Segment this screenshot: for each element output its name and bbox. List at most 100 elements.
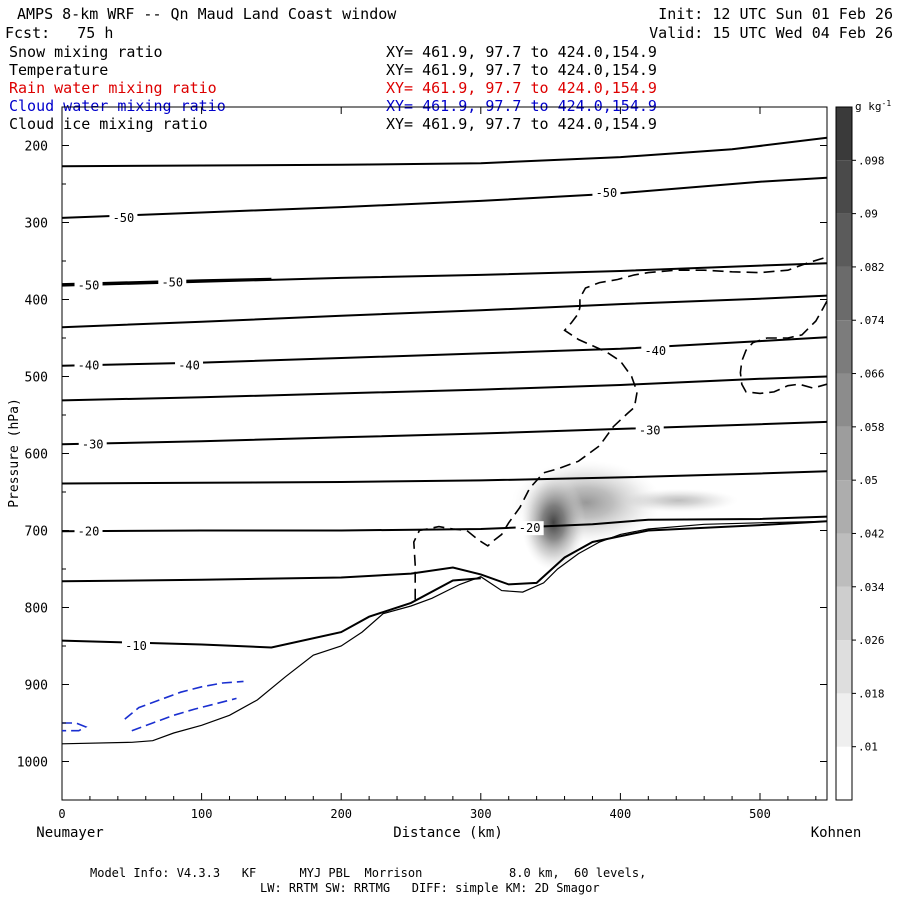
init-time: Init: 12 UTC Sun 01 Feb 26	[658, 5, 893, 23]
colorbar-segment	[836, 746, 852, 800]
colorbar-tick-label: .09	[858, 208, 878, 221]
terrain-line	[62, 520, 827, 745]
field-name: Temperature	[9, 61, 108, 79]
colorbar-segment	[836, 160, 852, 214]
field-coords: XY= 461.9, 97.7 to 424.0,154.9	[386, 43, 657, 61]
colorbar-tick-label: .01	[858, 741, 878, 754]
x-right-end-label: Kohnen	[811, 825, 862, 841]
cloud-ice-contours	[412, 256, 827, 600]
y-tick-label: 400	[25, 294, 48, 309]
x-axis-label: Distance (km)	[393, 825, 503, 841]
contour-label-bg	[121, 639, 150, 653]
x-tick-label: 200	[330, 807, 352, 821]
y-tick-label: 800	[25, 602, 48, 617]
cloud-water-contours	[62, 680, 244, 732]
colorbar-segment	[836, 107, 852, 161]
temperature-contour	[62, 294, 827, 329]
temperature-contour	[62, 577, 481, 649]
colorbar-tick-label: .018	[858, 687, 885, 700]
colorbar-segment	[836, 373, 852, 427]
contour-label: -40	[178, 359, 200, 373]
contour-label-bg	[158, 275, 187, 290]
y-tick-label: 900	[25, 679, 48, 694]
colorbar: .01 .018 .026 .034 .042 .05 .058 .066 .074 .082 .0…	[835, 106, 885, 801]
temperature-contour	[62, 176, 827, 219]
contour-label: -20	[519, 521, 541, 535]
x-tick-label: 0	[58, 807, 65, 821]
field-name: Snow mixing ratio	[9, 43, 163, 61]
colorbar-tick-label: .026	[858, 634, 885, 647]
forecast-hour: Fcst: 75 h	[5, 24, 113, 42]
terrain-surface	[62, 520, 827, 745]
chart-title: AMPS 8-km WRF -- Qn Maud Land Coast wind…	[17, 5, 397, 23]
contour-label: -50	[78, 279, 100, 293]
contour-label-bg	[74, 278, 103, 293]
x-tick-label: 400	[610, 807, 632, 821]
snow-shading-tail	[618, 488, 739, 513]
x-axis: 0 100 200 300 400 500	[58, 107, 817, 821]
contour-label: -10	[125, 639, 147, 653]
contour-label-bg	[635, 423, 664, 438]
plot-area: -50 -50 -50 -50 -40 -40 -40 -30 -30 -20 -20 -10	[62, 136, 827, 745]
temperature-contour	[62, 470, 827, 485]
contour-label-bg	[109, 210, 138, 225]
field-coords: XY= 461.9, 97.7 to 424.0,154.9	[386, 115, 657, 133]
contour-label-bg	[515, 521, 544, 536]
contour-label-bg	[74, 524, 103, 539]
colorbar-tick-label: .034	[858, 581, 885, 594]
y-tick-label: 700	[25, 525, 48, 540]
colorbar-segment	[836, 693, 852, 747]
colorbar-tick-label: .074	[858, 314, 885, 327]
colorbar-segment	[836, 213, 852, 267]
x-tick-label: 500	[749, 807, 771, 821]
contour-label: -40	[644, 344, 666, 358]
snow-shading-core	[521, 474, 586, 571]
y-tick-label: 1000	[17, 756, 48, 771]
temperature-contour	[62, 520, 827, 586]
x-tick-label: 300	[470, 807, 492, 821]
field-name: Cloud water mixing ratio	[9, 97, 226, 115]
temperature-contour	[62, 136, 827, 168]
colorbar-unit: g kg-1	[855, 99, 891, 113]
plot-frame	[61, 106, 828, 801]
colorbar-segment	[836, 533, 852, 587]
contour-label: -30	[639, 423, 661, 437]
y-tick-label: 300	[25, 217, 48, 232]
colorbar-segment	[836, 640, 852, 694]
temperature-contour	[62, 375, 827, 402]
y-axis: 200 300 400 500 600 700 800 900 1000	[17, 106, 827, 801]
field-name: Cloud ice mixing ratio	[9, 115, 208, 133]
model-info-line1: Model Info: V4.3.3 KF MYJ PBL Morrison 8…	[90, 866, 646, 880]
model-info-line2: LW: RRTM SW: RRTMG DIFF: simple KM: 2D S…	[260, 881, 600, 895]
cloud-ice-contour	[739, 300, 827, 395]
contour-label: -30	[82, 437, 104, 451]
contour-label-bg	[641, 344, 670, 359]
cloud-water-contour	[124, 680, 244, 720]
y-tick-label: 600	[25, 448, 48, 463]
colorbar-tick-label: .05	[858, 474, 878, 487]
contour-label: -40	[78, 359, 100, 373]
contour-label: -50	[113, 211, 135, 225]
contour-label: -50	[596, 186, 618, 200]
colorbar-tick-label: .042	[858, 527, 885, 540]
field-name: Rain water mixing ratio	[9, 79, 217, 97]
colorbar-tick-label: .058	[858, 421, 885, 434]
field-coords: XY= 461.9, 97.7 to 424.0,154.9	[386, 61, 657, 79]
contour-label: -20	[78, 524, 100, 538]
snow-mixing-ratio-shading	[511, 460, 739, 571]
field-coords: XY= 461.9, 97.7 to 424.0,154.9	[386, 79, 657, 97]
contour-label-bg	[592, 186, 621, 201]
colorbar-segment	[836, 586, 852, 641]
cloud-ice-contour	[412, 256, 827, 600]
x-tick-label: 100	[191, 807, 213, 821]
y-axis-label: Pressure (hPa)	[7, 398, 22, 508]
contour-labels: -50 -50 -50 -50 -40 -40 -40 -30 -30 -20 -20 -10	[74, 186, 670, 653]
contour-label-bg	[74, 358, 103, 373]
colorbar-tick-label: .082	[858, 261, 885, 274]
colorbar-segment	[836, 320, 852, 374]
cloud-water-contour	[131, 697, 237, 732]
temperature-contour	[62, 277, 272, 286]
colorbar-segment	[836, 480, 852, 534]
temperature-contours	[62, 136, 827, 649]
